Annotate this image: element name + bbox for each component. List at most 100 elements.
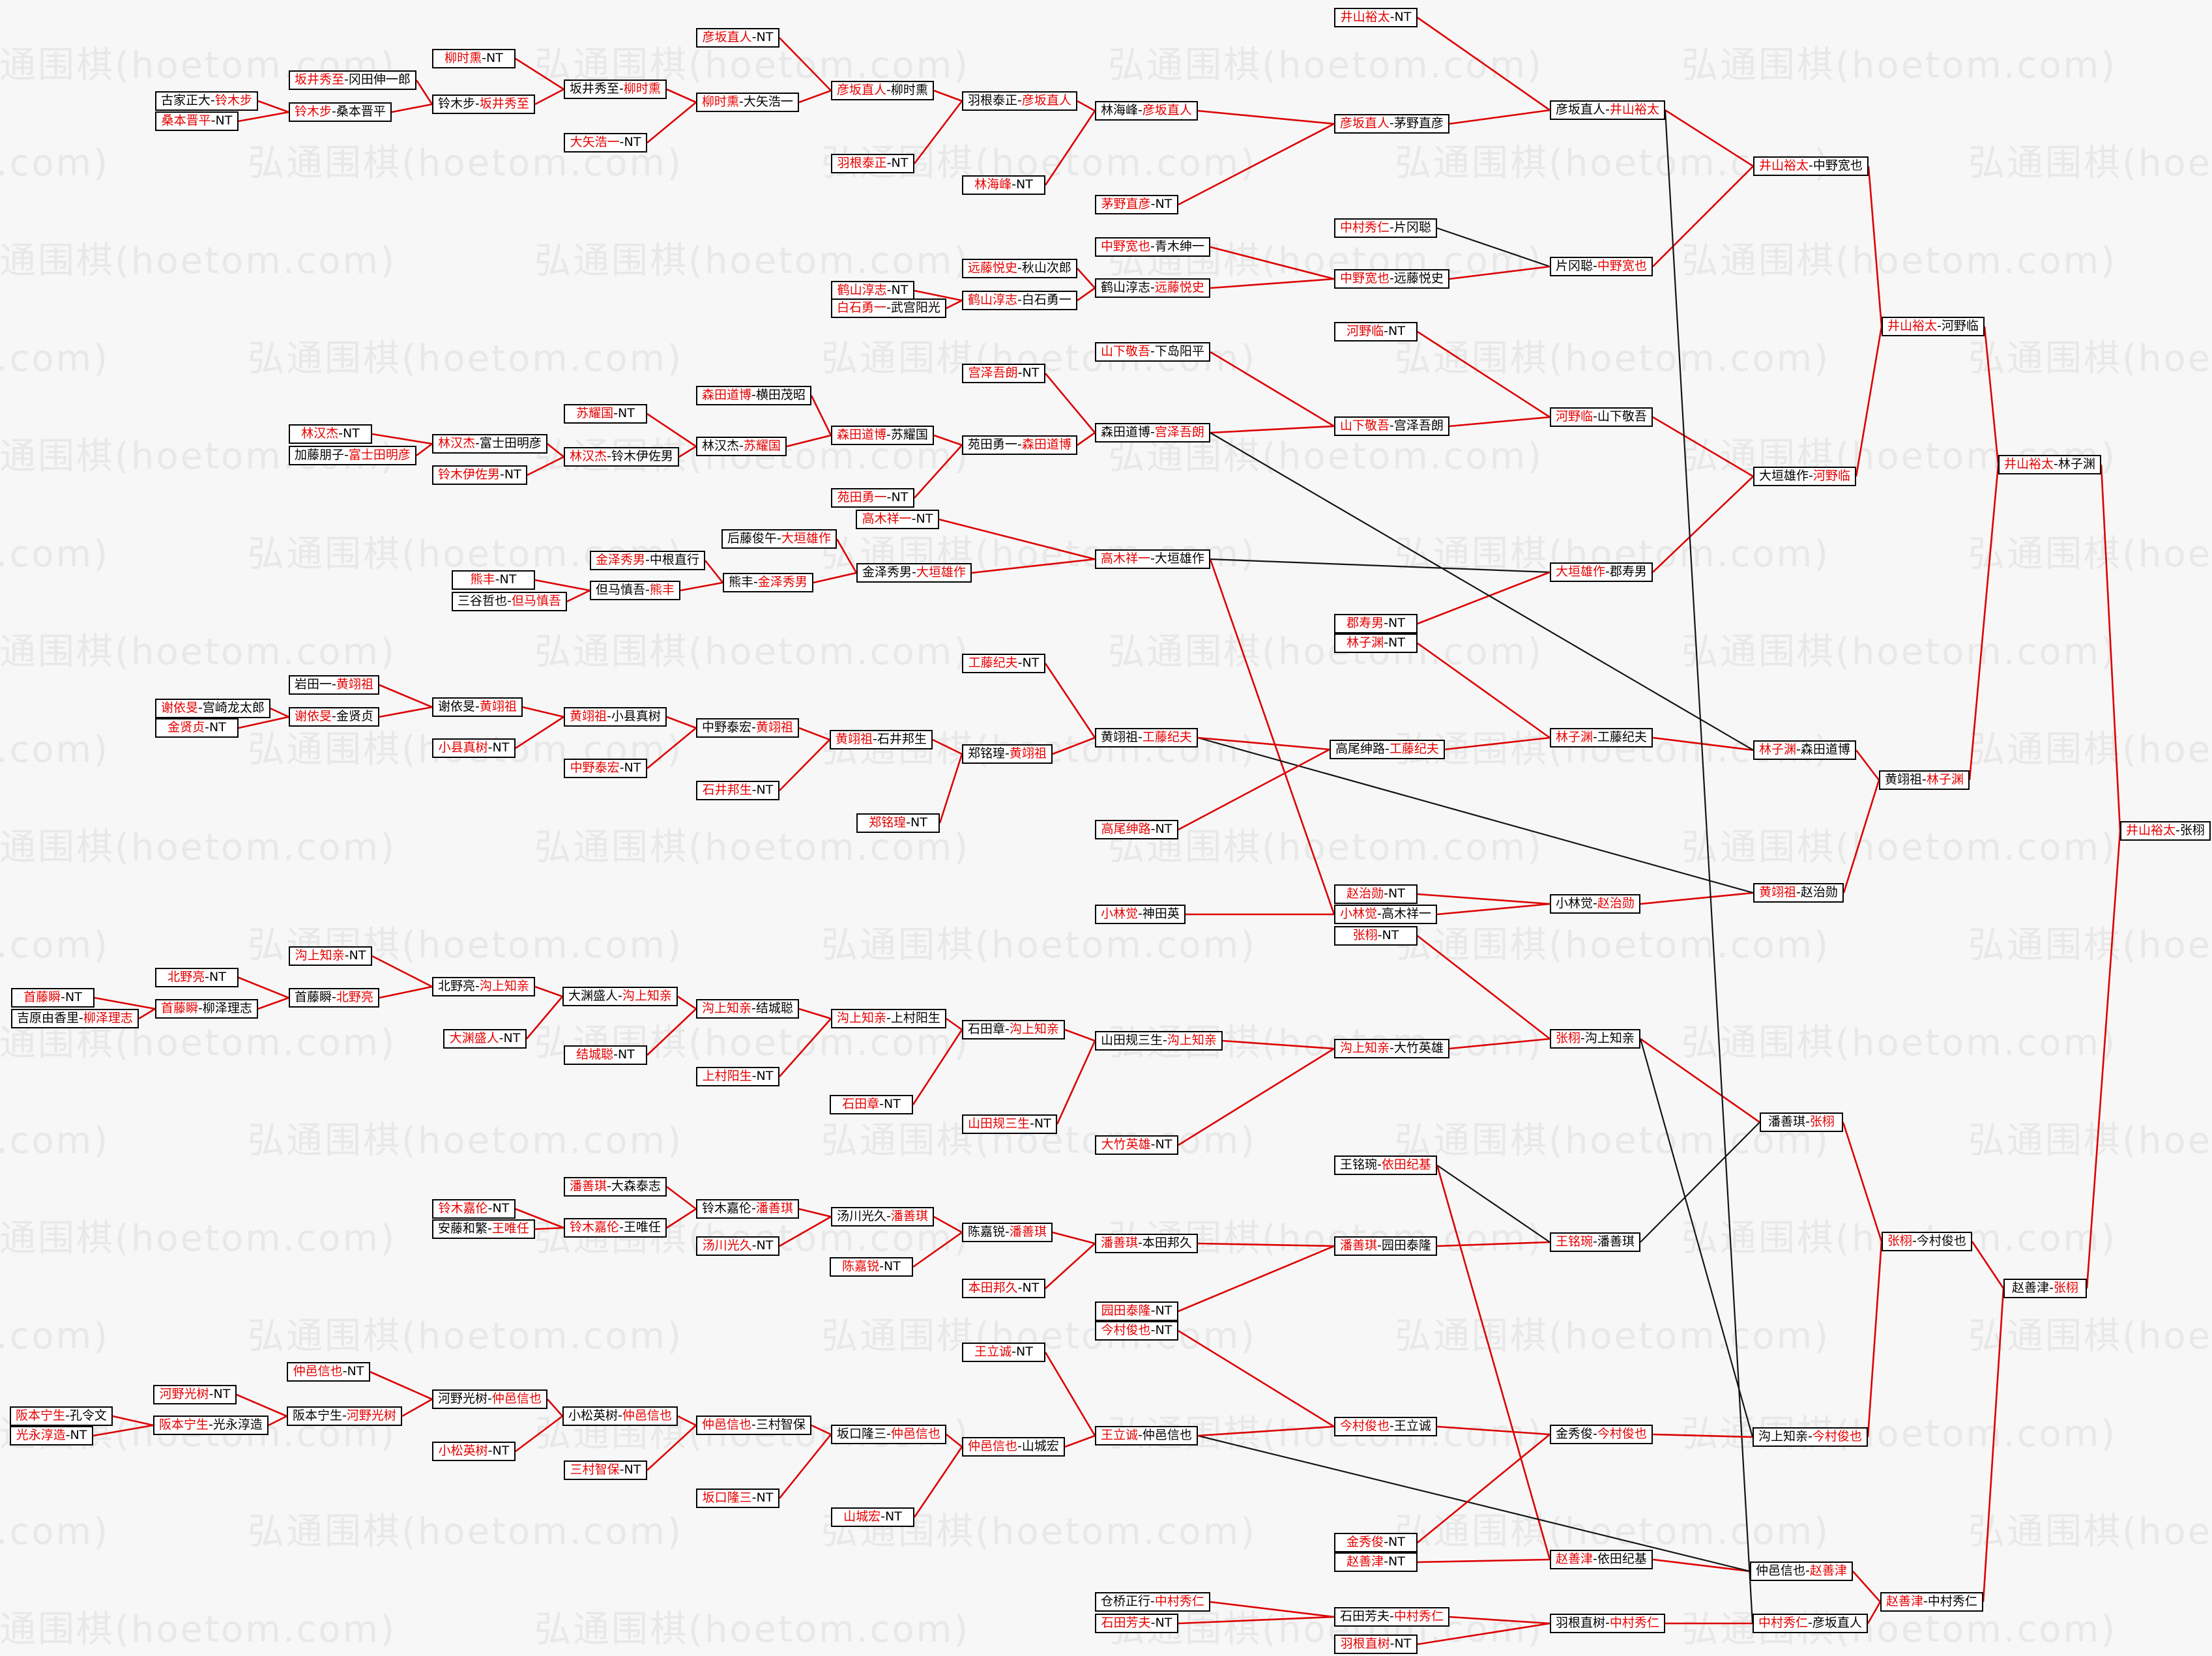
winner-path-line (946, 1017, 963, 1031)
player-name-left: 仓桥正行 (1101, 1594, 1151, 1608)
player-name-left: 鹤山淳志 (837, 283, 887, 297)
player-name-right: 下岛阳平 (1154, 344, 1204, 358)
name-separator: - (886, 490, 892, 504)
winner-path-line (379, 706, 433, 718)
player-name-left: 河野光树 (159, 1387, 209, 1401)
player-name-left: 铃木嘉伦 (702, 1201, 752, 1215)
watermark-text: 弘通围棋(hoetom.com) (1395, 1315, 1831, 1358)
winner-path-line (268, 1415, 287, 1427)
player-name-left: 沟上知亲 (1340, 1041, 1390, 1055)
player-name-left: 小松英树 (568, 1408, 618, 1423)
player-name-left: 张栩 (1352, 928, 1378, 942)
winner-path-line (778, 1434, 832, 1499)
player-name-left: 今村俊也 (1340, 1419, 1390, 1433)
player-name-right: 今村俊也 (1916, 1234, 1966, 1248)
player-name-left: 鹤山淳志 (1101, 280, 1151, 295)
match-box-gaomu_nt: 高木祥一-NT (856, 510, 939, 529)
bye-label: NT (1388, 616, 1405, 630)
player-name-right: 依田纪基 (1381, 1157, 1431, 1172)
player-name-left: 加藤朋子 (295, 448, 345, 462)
winner-path-line (1209, 559, 1335, 915)
match-box-zhongyi4: 仲邑信也-赵善津 (1750, 1562, 1853, 1581)
bye-label: NT (209, 720, 226, 734)
bye-label: NT (1388, 324, 1405, 338)
winner-path-line (1444, 736, 1550, 751)
match-box-xieyimin3: 谢依旻-黄翊祖 (432, 697, 523, 717)
player-name-right: 王立诚 (1393, 1419, 1431, 1433)
bye-label: NT (349, 948, 366, 963)
player-name-left: 坂井秀至 (570, 81, 620, 96)
name-separator: - (645, 553, 650, 567)
winner-path-line (932, 738, 963, 755)
name-separator: - (1580, 1031, 1585, 1045)
player-name-left: 张栩 (1556, 1031, 1581, 1045)
player-name-right: 石井邦生 (877, 732, 927, 746)
winner-path-line (370, 1371, 433, 1401)
match-box-shoutengshun_nt: 首藤瞬-NT (11, 988, 95, 1008)
player-name-left: 石井邦生 (702, 783, 752, 797)
winner-path-line (1417, 1622, 1550, 1646)
watermark-text: 弘通围棋(hoetom.com) (0, 338, 110, 380)
match-box-shantiangui_nt: 山田规三生-NT (962, 1114, 1057, 1134)
winner-path-line (534, 1227, 564, 1230)
match-box-jiateng: 加藤朋子-富士田明彦 (289, 446, 416, 465)
player-name-left: 林子渊 (1346, 635, 1384, 650)
player-name-right: 上村阳生 (890, 1011, 940, 1025)
match-box-heyeguangshu2: 河野光树-仲邑信也 (432, 1389, 547, 1409)
name-separator: - (332, 709, 336, 723)
match-box-goushang2: 沟上知亲-结城聪 (696, 999, 799, 1019)
player-name-left: 林汉杰 (438, 436, 476, 450)
name-separator: - (751, 1001, 756, 1015)
name-separator: - (1017, 1439, 1022, 1453)
winner-path-line (515, 1415, 563, 1453)
bye-label: NT (891, 156, 909, 170)
name-separator: - (1017, 437, 1022, 452)
winner-path-line (371, 955, 433, 988)
name-separator: - (1923, 1594, 1928, 1608)
watermark-text: 弘通围棋(hoetom.com) (1108, 826, 1544, 869)
name-separator: - (1138, 730, 1142, 744)
watermark-text: 弘通围棋(hoetom.com) (534, 1608, 970, 1651)
player-name-left: 古家正大 (161, 93, 211, 108)
match-box-yanban4: 彦坂直人-井山裕太 (1550, 100, 1665, 120)
match-box-bankou_nt: 坂口隆三-NT (696, 1489, 779, 1508)
player-name-right: 沟上知亲 (1167, 1033, 1217, 1047)
player-name-left: 潘善琪 (1768, 1114, 1806, 1129)
player-name-left: 林子渊 (1759, 742, 1797, 757)
name-separator: - (1017, 93, 1022, 108)
match-box-gaowei_nt: 高尾绅路-NT (1095, 820, 1178, 839)
player-name-left: 赵善津 (1556, 1552, 1594, 1566)
bye-label: NT (884, 1097, 901, 1111)
player-name-left: 大渊盛人 (449, 1031, 499, 1045)
bye-label: NT (1394, 10, 1412, 24)
bye-label: NT (1155, 197, 1172, 211)
winner-path-line (522, 706, 564, 718)
winner-path-line (1056, 1040, 1096, 1125)
loser-path-line (1640, 1122, 1760, 1243)
watermark-text: 弘通围棋(hoetom.com) (1108, 631, 1544, 673)
winner-path-line (1077, 431, 1096, 446)
match-box-jingshan_nt: 井山裕太-NT (1334, 8, 1418, 27)
bye-label: NT (504, 467, 521, 482)
player-name-left: 坂口隆三 (702, 1490, 752, 1505)
player-name-right: 潘善琪 (755, 1201, 793, 1215)
winner-path-line (1855, 326, 1883, 477)
match-box-sangben: 桑本晋平-NT (155, 111, 239, 131)
player-name-left: 柳时熏 (444, 51, 482, 65)
player-name-right: 大垣雄作 (1154, 551, 1204, 566)
player-name-left: 陈嘉锐 (968, 1225, 1006, 1239)
name-separator: - (1150, 344, 1155, 358)
name-separator: - (1138, 907, 1142, 921)
winner-path-line (1417, 1558, 1550, 1563)
player-name-left: 谢依旻 (161, 701, 199, 715)
name-separator: - (1011, 1344, 1017, 1359)
player-name-left: 今村俊也 (1101, 1323, 1151, 1337)
winner-path-line (534, 985, 563, 998)
player-name-right: 黄翊祖 (479, 699, 517, 714)
winner-path-line (391, 103, 433, 113)
player-name-right: 工藤纪夫 (1389, 742, 1439, 756)
watermark-text: 弘通围棋(hoetom.com) (534, 631, 970, 673)
match-box-final: 井山裕太-张栩 (2120, 821, 2211, 841)
